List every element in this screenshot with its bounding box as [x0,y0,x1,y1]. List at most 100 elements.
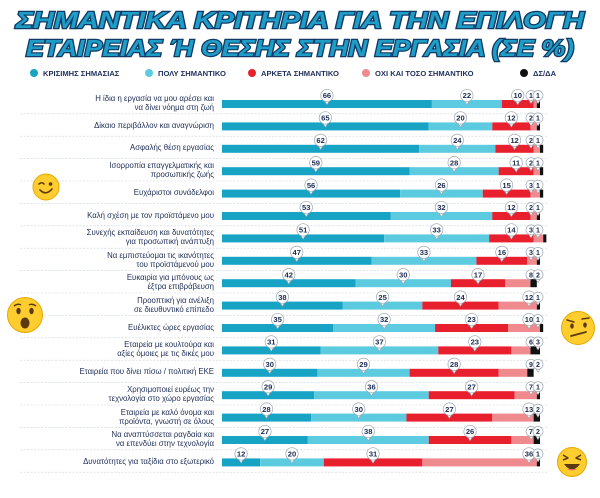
value-marker [500,178,514,192]
value-marker [263,357,277,371]
value-marker [282,268,296,282]
data-label: 35 [273,315,282,324]
value-marker [290,245,304,259]
bar-segment [511,346,531,355]
value-marker [532,202,544,213]
data-label: 2 [536,429,540,436]
data-label: 1 [536,160,540,167]
laughing-face-icon [557,447,587,477]
bar-segment [536,458,540,467]
value-marker [532,224,544,236]
value-marker [258,424,272,439]
legend-swatch [520,69,528,77]
data-label: 23 [471,338,479,347]
value-marker [318,111,332,125]
value-marker [264,335,278,349]
data-label: 3 [536,340,540,347]
bar-segment [533,100,537,108]
data-label: 38 [364,427,372,436]
data-label: 23 [467,315,475,324]
bar-segment [533,167,540,176]
legend-swatch [362,69,370,77]
data-label: 1 [536,228,540,235]
value-marker [453,290,468,304]
data-label: 1 [536,93,540,100]
value-marker [275,290,289,304]
data-label: 28 [262,405,270,414]
legend-swatch [30,69,38,77]
value-marker [447,156,461,170]
legend-label: ΠΟΛΥ ΣΗΜΑΝΤΙΚΟ [158,68,226,78]
bar-segment [533,413,540,422]
data-label: 26 [466,427,474,436]
data-label: 33 [432,226,440,235]
data-label: 32 [437,203,445,212]
value-marker [532,179,544,191]
data-label: 65 [321,114,330,123]
category-label: Ευχάριστοι συνάδελφοι [133,188,214,198]
data-label: 12 [510,136,518,145]
legend-swatch [248,69,256,77]
legend-item-not-so-important: ΟΧΙ ΚΑΙ ΤΟΣΟ ΣΗΜΑΝΤΙΚΟ [362,66,474,80]
data-label: 1 [536,205,540,212]
value-marker [509,156,523,170]
data-label: 1 [536,183,540,190]
bar-segment [536,256,540,265]
data-label: 1 [536,116,540,123]
value-marker [532,403,544,415]
value-marker [447,357,461,371]
value-marker [511,88,525,103]
data-label: 15 [502,181,511,190]
value-marker [532,426,544,437]
data-label: 12 [507,203,515,212]
bar-segment [508,324,540,332]
value-marker [532,246,544,258]
data-label: 30 [265,360,273,369]
data-label: 30 [355,405,363,414]
data-label: 2 [536,407,540,414]
value-marker [285,447,299,461]
legend-label: ΑΡΚΕΤΑ ΣΗΜΑΝΤΙΚΟ [261,68,339,78]
data-label: 27 [445,405,453,414]
value-marker [434,178,448,192]
value-marker [259,402,274,416]
value-marker [356,357,371,371]
bar-segment [498,301,537,310]
value-marker [532,381,544,393]
data-label: 10 [525,315,533,324]
value-marker [396,268,410,282]
bar-segment [533,234,544,243]
bar-segment [540,189,544,198]
data-label: 9 [529,362,533,369]
bar-segment [498,368,528,377]
category-label: Εταιρεία με κουλτούρα και αξίες όμοιες με… [117,340,214,359]
bar-segment [527,256,537,265]
value-marker [271,312,285,327]
bar-segment [511,436,534,444]
category-label: Δίκαιο περιβάλλον και αναγνώριση [94,120,214,130]
value-marker [504,200,518,215]
data-label: 2 [529,138,533,145]
legend-item-fairly-important: ΑΡΚΕΤΑ ΣΗΜΑΝΤΙΚΟ [248,66,339,80]
data-label: 11 [512,158,521,167]
value-marker [460,88,474,103]
value-marker [532,336,544,348]
data-label: 1 [529,93,533,100]
value-marker [532,314,544,325]
value-marker [463,424,477,439]
bar-segment [530,189,540,198]
legend-item-dk-na: ΔΣ/ΔΑ [520,66,556,80]
value-marker [314,133,328,147]
data-label: 1 [536,452,540,459]
data-label: 38 [278,293,286,302]
data-label: 16 [498,248,506,257]
value-marker [532,448,544,460]
value-marker [532,90,544,101]
category-label: Ασφαλής θέση εργασίας [130,143,214,153]
data-label: 2 [529,116,533,123]
bar-segment [514,391,537,400]
bar-segment [533,144,540,153]
data-label: 6 [529,340,533,347]
data-label: 30 [399,270,407,279]
legend-label: ΟΧΙ ΚΑΙ ΤΟΣΟ ΣΗΜΑΝΤΙΚΟ [375,68,474,78]
